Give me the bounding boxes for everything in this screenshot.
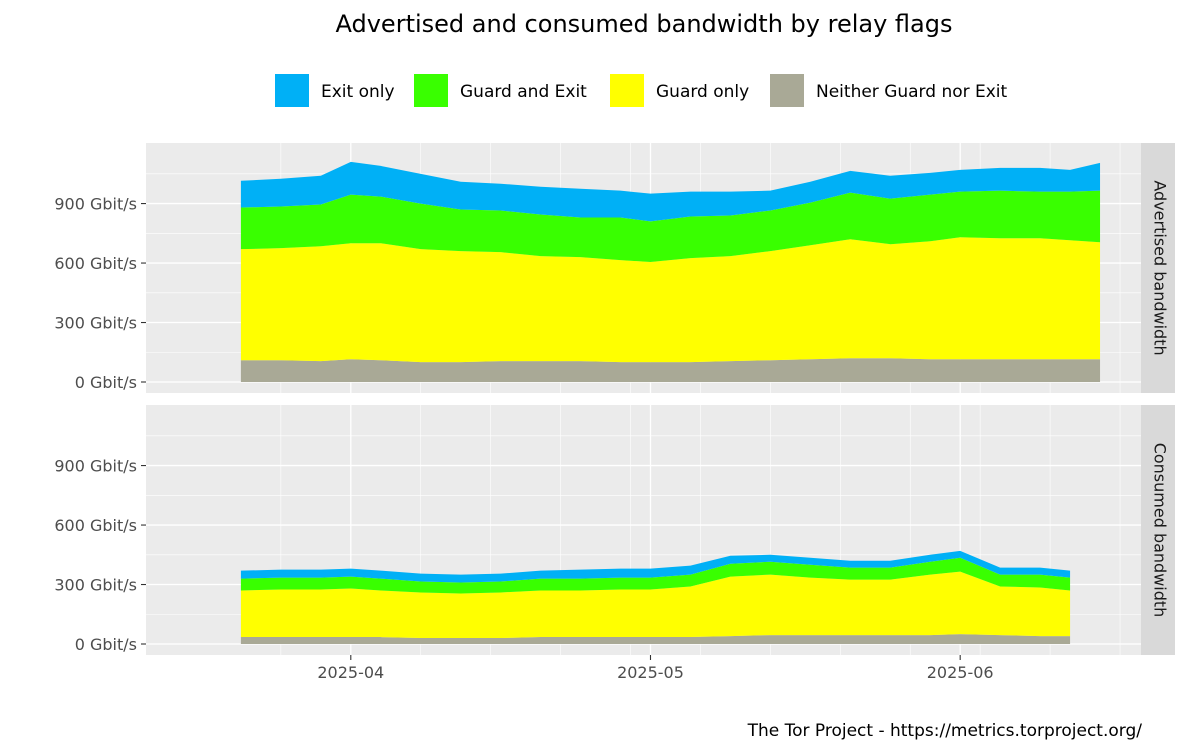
area-series <box>240 550 1071 583</box>
area-series <box>240 237 1101 363</box>
facet-strip-label: Consumed bandwidth <box>1151 443 1170 618</box>
legend-label: Exit only <box>321 82 395 102</box>
panel: 0 Gbit/s 300 Gbit/s 600 Gbit/s 900 Gbit/s Ad… <box>54 143 1175 393</box>
y-tick-label: 300 Gbit/s <box>54 576 137 595</box>
y-tick-label: 300 Gbit/s <box>54 314 137 333</box>
legend-item: Guard only <box>610 74 749 107</box>
facet-strip <box>1141 405 1175 655</box>
panels: 0 Gbit/s 300 Gbit/s 600 Gbit/s 900 Gbit/s Ad… <box>54 143 1175 655</box>
legend-swatch <box>610 74 644 107</box>
x-tick-label: 2025-06 <box>927 663 994 682</box>
facet-strip <box>1141 143 1175 393</box>
y-tick-label: 0 Gbit/s <box>75 373 137 392</box>
y-tick-label: 900 Gbit/s <box>54 195 137 214</box>
legend-label: Guard and Exit <box>460 82 587 102</box>
legend-swatch <box>770 74 804 107</box>
legend: Exit only Guard and Exit Guard only Neither… <box>275 74 1008 107</box>
y-tick-label: 600 Gbit/s <box>54 254 137 273</box>
facet-strip-label: Advertised bandwidth <box>1151 180 1170 355</box>
panel: 0 Gbit/s 300 Gbit/s 600 Gbit/s 900 Gbit/s Co… <box>54 405 1175 655</box>
legend-swatch <box>275 74 309 107</box>
chart-title: Advertised and consumed bandwidth by rel… <box>336 10 953 38</box>
chart-caption: The Tor Project - https://metrics.torpro… <box>747 721 1143 741</box>
y-tick-label: 600 Gbit/s <box>54 516 137 535</box>
x-tick-label: 2025-05 <box>617 663 684 682</box>
legend-swatch <box>414 74 448 107</box>
legend-label: Guard only <box>656 82 749 102</box>
area-series <box>240 358 1101 382</box>
y-tick-label: 0 Gbit/s <box>75 635 137 654</box>
x-axis: 2025-04 2025-05 2025-06 <box>317 655 994 682</box>
area-series <box>240 571 1071 639</box>
y-tick-label: 900 Gbit/s <box>54 457 137 476</box>
area-series <box>240 190 1101 263</box>
legend-label: Neither Guard nor Exit <box>816 82 1008 102</box>
area-series <box>240 161 1101 222</box>
area-series <box>240 557 1071 594</box>
legend-item: Guard and Exit <box>414 74 587 107</box>
legend-item: Neither Guard nor Exit <box>770 74 1008 107</box>
x-tick-label: 2025-04 <box>317 663 384 682</box>
area-series <box>240 634 1071 644</box>
legend-item: Exit only <box>275 74 395 107</box>
